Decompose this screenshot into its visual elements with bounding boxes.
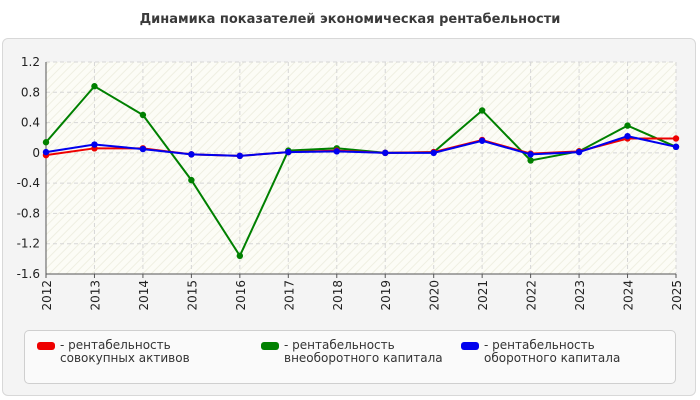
data-point (478, 137, 486, 144)
data-point (188, 151, 195, 158)
legend-label-assets: - рентабельность совокупных активов (60, 338, 190, 365)
y-tick-label: 0 (32, 146, 40, 160)
y-tick-label: 0.8 (21, 85, 40, 99)
legend-label-noncurrent: - рентабельность внеоборотного капитала (284, 338, 443, 365)
legend-swatch-assets (37, 342, 55, 350)
y-tick-label: -0.4 (17, 176, 40, 190)
y-tick-label: -1.2 (17, 237, 40, 251)
data-point (382, 149, 389, 157)
data-point (672, 143, 680, 150)
data-point (91, 83, 98, 90)
x-tick-label: 2025 (670, 280, 684, 311)
legend-item-assets[interactable]: - рентабельность совокупных активов (37, 339, 237, 365)
data-point (236, 152, 244, 160)
x-tick-label: 2014 (137, 280, 151, 311)
x-tick-label: 2018 (331, 280, 345, 311)
x-tick-label: 2021 (476, 280, 490, 311)
data-point (236, 252, 244, 260)
data-point (672, 135, 680, 142)
x-tick-label: 2023 (573, 280, 587, 311)
data-point (430, 149, 437, 157)
x-tick-label: 2019 (379, 280, 393, 311)
x-tick-label: 2016 (234, 280, 248, 311)
data-point (188, 176, 195, 184)
y-tick-label: 0.4 (21, 116, 40, 130)
data-point (575, 148, 583, 156)
legend-item-current[interactable]: - рентабельность оборотного капитала (461, 339, 666, 365)
legend-swatch-current (461, 342, 479, 350)
data-point (139, 145, 147, 153)
x-tick-label: 2013 (88, 280, 102, 311)
data-point (91, 141, 98, 148)
y-tick-label: 1.2 (21, 55, 40, 69)
series-line (45, 135, 677, 157)
data-point (42, 139, 50, 146)
x-tick-label: 2020 (428, 280, 442, 311)
data-point (624, 122, 631, 129)
x-tick-label: 2022 (525, 280, 539, 311)
data-point (333, 148, 340, 155)
x-tick-label: 2017 (282, 280, 296, 311)
data-point (624, 133, 631, 140)
data-point (527, 157, 534, 164)
x-tick-label: 2012 (40, 280, 54, 311)
y-tick-label: -1.6 (17, 267, 40, 281)
chart-legend: - рентабельность совокупных активов - ре… (24, 330, 676, 384)
legend-item-noncurrent[interactable]: - рентабельность внеоборотного капитала (261, 339, 451, 365)
data-point (478, 107, 486, 114)
y-tick-label: -0.8 (17, 206, 40, 220)
plot-area (46, 62, 676, 274)
legend-swatch-noncurrent (261, 342, 279, 350)
data-point (285, 148, 292, 156)
legend-label-current: - рентабельность оборотного капитала (484, 338, 621, 365)
data-point (42, 148, 50, 156)
x-tick-label: 2015 (185, 280, 199, 311)
data-point (527, 151, 534, 158)
x-tick-label: 2024 (622, 280, 636, 311)
data-point (139, 111, 147, 119)
chart-title: Динамика показателей экономическая рента… (139, 12, 561, 27)
